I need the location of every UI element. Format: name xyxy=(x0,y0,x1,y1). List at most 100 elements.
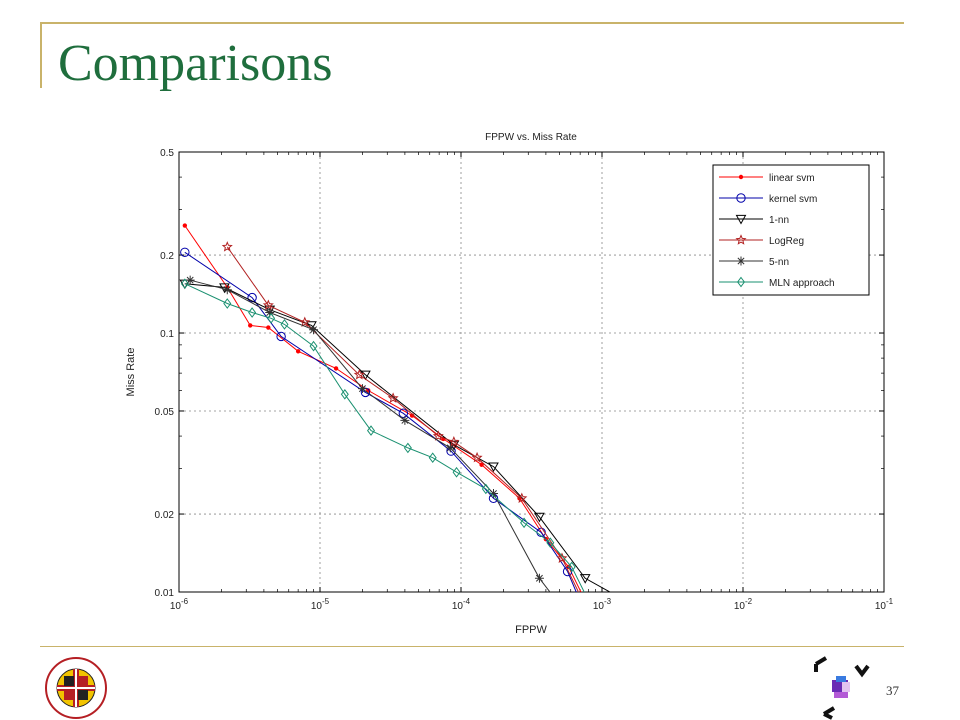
data-point-kernel-svm xyxy=(398,408,409,418)
data-point-logreg xyxy=(448,436,460,447)
legend-item-logreg: LogReg xyxy=(719,234,804,247)
series-line-logreg xyxy=(226,246,580,592)
data-point-mln-approach xyxy=(280,319,289,330)
data-point-5-nn xyxy=(185,275,195,285)
series-line-1-nn xyxy=(184,283,611,592)
legend-item-1-nn: 1-nn xyxy=(719,214,789,226)
data-point-mln-approach xyxy=(248,307,257,318)
data-point-mln-approach xyxy=(520,517,529,529)
y-tick-label: 0.2 xyxy=(160,251,174,262)
data-point-1-nn xyxy=(534,512,545,523)
series-logreg xyxy=(221,241,580,592)
legend-marker-linear-svm xyxy=(738,174,744,180)
data-point-5-nn xyxy=(488,489,498,499)
data-point-logreg xyxy=(556,552,568,563)
data-point-logreg xyxy=(387,392,399,403)
series-layer xyxy=(179,223,611,592)
data-point-5-nn xyxy=(357,384,367,394)
data-point-mln-approach xyxy=(428,452,437,464)
legend-label: 1-nn xyxy=(769,215,789,226)
legend-label: 5-nn xyxy=(769,257,789,268)
legend-item-5-nn: 5-nn xyxy=(719,256,789,268)
series-line-5-nn xyxy=(190,279,551,592)
data-point-linear-svm xyxy=(295,349,301,354)
series-5-nn xyxy=(185,275,551,592)
data-point-logreg xyxy=(221,241,233,252)
legend-marker-kernel-svm xyxy=(736,193,746,203)
y-tick-label: 0.01 xyxy=(155,588,175,599)
slide-title: Comparisons xyxy=(58,35,333,92)
data-point-logreg xyxy=(516,492,528,504)
data-point-mln-approach xyxy=(223,298,232,309)
legend-item-linear-svm: linear svm xyxy=(719,173,815,184)
x-tick-label: 10-2 xyxy=(734,597,753,612)
x-tick-label: 10-4 xyxy=(452,597,471,612)
data-point-mln-approach xyxy=(180,278,189,290)
slide-frame-bottom xyxy=(40,646,904,647)
data-point-mln-approach xyxy=(481,483,490,495)
data-point-1-nn xyxy=(179,279,191,290)
y-axis-label: Miss Rate xyxy=(125,348,137,397)
data-point-mln-approach xyxy=(452,466,461,478)
x-axis-label: FPPW xyxy=(515,624,547,636)
data-point-logreg xyxy=(432,430,444,441)
data-point-linear-svm xyxy=(333,366,339,371)
data-point-linear-svm xyxy=(479,462,484,467)
data-point-mln-approach xyxy=(546,537,555,549)
university-of-maryland-seal-icon xyxy=(45,657,107,719)
legend-marker-mln-approach xyxy=(737,276,745,288)
page-number: 37 xyxy=(886,683,899,698)
data-point-linear-svm xyxy=(248,323,253,328)
cv-lab-logo-icon xyxy=(814,656,870,720)
y-tick-label: 0.5 xyxy=(160,148,174,159)
legend-marker-1-nn xyxy=(735,214,747,225)
legend-marker-logreg xyxy=(735,234,747,245)
legend-label: MLN approach xyxy=(769,278,835,289)
data-point-5-nn xyxy=(222,285,232,295)
axis-ticks: 10-6 10-5 10-4 10-3 10-2 10-1 0.01 0.02 0.05 0.1 0… xyxy=(155,148,894,612)
data-point-5-nn xyxy=(309,325,319,335)
data-point-logreg xyxy=(471,451,483,463)
data-point-1-nn xyxy=(579,574,591,584)
data-point-5-nn xyxy=(400,415,410,425)
data-point-5-nn xyxy=(445,443,455,453)
data-point-mln-approach xyxy=(340,388,349,400)
legend-label: kernel svm xyxy=(769,194,817,205)
x-tick-label: 10-1 xyxy=(875,597,894,612)
y-tick-label: 0.1 xyxy=(160,329,174,340)
data-point-linear-svm xyxy=(182,223,188,228)
chart-legend: linear svm kernel svm 1-nn LogReg 5-nn MLN ap… xyxy=(712,164,870,296)
data-point-kernel-svm xyxy=(247,292,257,303)
legend-label: linear svm xyxy=(769,173,815,184)
data-point-1-nn xyxy=(488,462,499,473)
data-point-1-nn xyxy=(219,283,230,293)
series-mln-approach xyxy=(180,278,585,592)
data-point-kernel-svm xyxy=(276,331,286,342)
data-point-5-nn xyxy=(265,308,275,318)
x-tick-label: 10-5 xyxy=(311,597,330,612)
grid-lines xyxy=(179,152,884,592)
x-tick-label: 10-3 xyxy=(593,597,612,612)
y-tick-label: 0.02 xyxy=(155,510,175,521)
data-point-logreg xyxy=(299,316,311,327)
data-point-logreg xyxy=(262,299,274,310)
data-point-linear-svm xyxy=(266,325,271,330)
data-point-mln-approach xyxy=(567,561,576,573)
legend-marker-5-nn xyxy=(736,256,746,266)
data-point-kernel-svm xyxy=(180,247,190,257)
data-point-mln-approach xyxy=(367,425,376,436)
data-point-1-nn xyxy=(360,370,371,381)
legend-label: LogReg xyxy=(769,236,804,247)
legend-item-kernel-svm: kernel svm xyxy=(719,193,817,205)
data-point-5-nn xyxy=(534,573,544,583)
data-point-mln-approach xyxy=(267,312,276,324)
chart-title: FPPW vs. Miss Rate xyxy=(485,132,577,143)
legend-item-mln-approach: MLN approach xyxy=(719,276,835,289)
legend-box xyxy=(712,164,870,296)
x-tick-label: 10-6 xyxy=(170,597,189,612)
data-point-mln-approach xyxy=(309,340,318,352)
slide-frame-top xyxy=(40,22,904,24)
y-tick-label: 0.05 xyxy=(155,407,175,418)
data-point-logreg xyxy=(353,368,365,380)
